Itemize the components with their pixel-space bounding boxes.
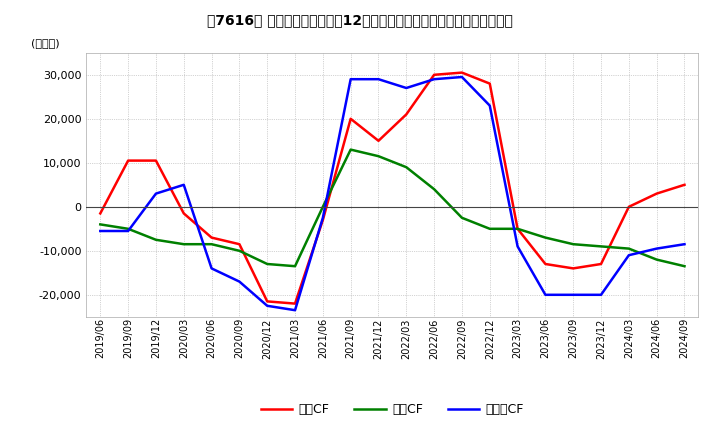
営業CF [624, 204, 633, 209]
Line: 営業CF: 営業CF [100, 73, 685, 304]
営業CF [179, 211, 188, 216]
営業CF [152, 158, 161, 163]
営業CF [291, 301, 300, 306]
フリーCF [291, 308, 300, 313]
フリーCF [318, 215, 327, 220]
投資CF [624, 246, 633, 251]
Line: フリーCF: フリーCF [100, 77, 685, 310]
営業CF [485, 81, 494, 86]
フリーCF [152, 191, 161, 196]
営業CF [458, 70, 467, 75]
営業CF [235, 242, 243, 247]
フリーCF [569, 292, 577, 297]
フリーCF [402, 85, 410, 91]
投資CF [374, 154, 383, 159]
フリーCF [346, 77, 355, 82]
営業CF [513, 226, 522, 231]
営業CF [541, 261, 550, 267]
投資CF [569, 242, 577, 247]
営業CF [597, 261, 606, 267]
営業CF [124, 158, 132, 163]
投資CF [458, 215, 467, 220]
フリーCF [263, 303, 271, 308]
フリーCF [652, 246, 661, 251]
投資CF [152, 237, 161, 242]
投資CF [207, 242, 216, 247]
フリーCF [597, 292, 606, 297]
営業CF [374, 138, 383, 143]
投資CF [124, 226, 132, 231]
営業CF [402, 112, 410, 117]
投資CF [541, 235, 550, 240]
フリーCF [624, 253, 633, 258]
Text: (百万円): (百万円) [31, 37, 60, 48]
投資CF [430, 187, 438, 192]
営業CF [430, 72, 438, 77]
投資CF [318, 204, 327, 209]
フリーCF [458, 74, 467, 80]
営業CF [569, 266, 577, 271]
投資CF [291, 264, 300, 269]
営業CF [680, 182, 689, 187]
フリーCF [179, 182, 188, 187]
フリーCF [485, 103, 494, 108]
Legend: 営業CF, 投資CF, フリーCF: 営業CF, 投資CF, フリーCF [256, 399, 528, 422]
フリーCF [541, 292, 550, 297]
営業CF [652, 191, 661, 196]
投資CF [485, 226, 494, 231]
投資CF [96, 222, 104, 227]
投資CF [179, 242, 188, 247]
営業CF [96, 211, 104, 216]
フリーCF [235, 279, 243, 284]
フリーCF [96, 228, 104, 234]
投資CF [263, 261, 271, 267]
フリーCF [374, 77, 383, 82]
投資CF [346, 147, 355, 152]
フリーCF [207, 266, 216, 271]
フリーCF [513, 244, 522, 249]
フリーCF [680, 242, 689, 247]
投資CF [652, 257, 661, 262]
Line: 投資CF: 投資CF [100, 150, 685, 266]
フリーCF [430, 77, 438, 82]
投資CF [680, 264, 689, 269]
営業CF [263, 299, 271, 304]
フリーCF [124, 228, 132, 234]
営業CF [346, 116, 355, 121]
営業CF [207, 235, 216, 240]
Text: 【7616】 キャッシュフローの12か月移動合計の対前年同期増減額の推移: 【7616】 キャッシュフローの12か月移動合計の対前年同期増減額の推移 [207, 13, 513, 27]
投資CF [513, 226, 522, 231]
営業CF [318, 217, 327, 223]
投資CF [597, 244, 606, 249]
投資CF [402, 165, 410, 170]
投資CF [235, 248, 243, 253]
